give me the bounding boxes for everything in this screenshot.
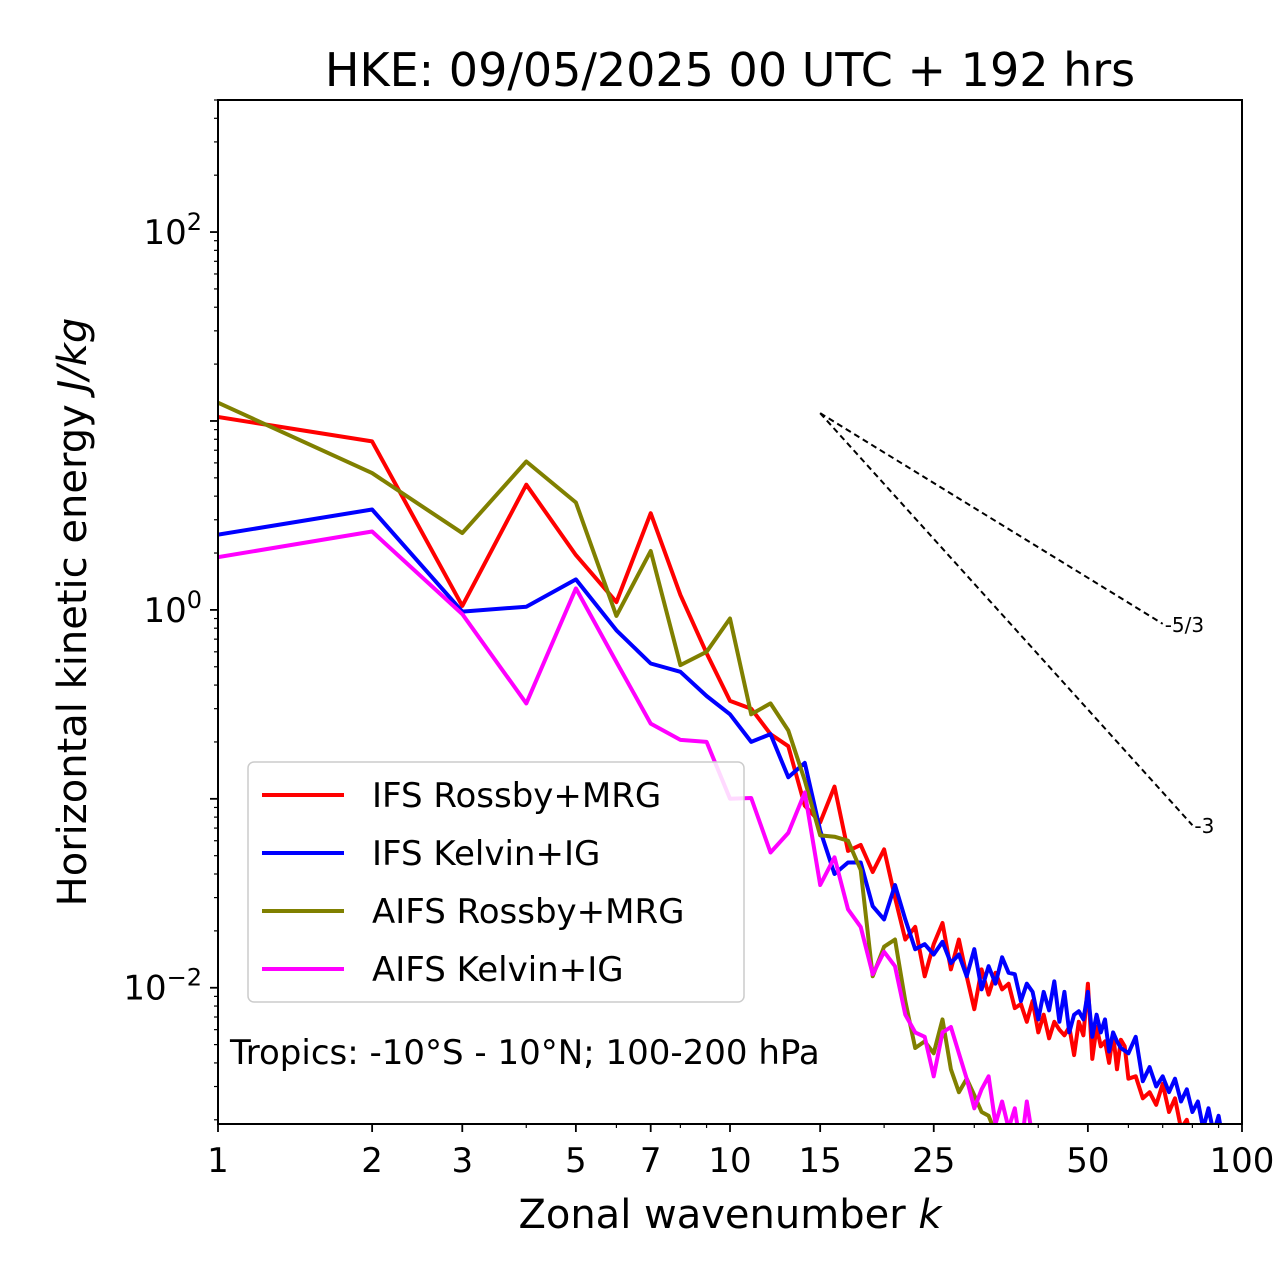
y-axis-label-unit: J/kg <box>50 318 96 399</box>
legend-box <box>247 761 745 1003</box>
legend: IFS Rossby+MRG IFS Kelvin+IG AIFS Rossby+M… <box>247 761 745 1003</box>
series-line-ifs-kelvin-ig <box>218 507 1223 1124</box>
legend-entries: IFS Rossby+MRG IFS Kelvin+IG AIFS Rossby+M… <box>262 776 684 990</box>
reference-slopes <box>819 412 1194 826</box>
x-tick-label: 5 <box>565 1141 587 1181</box>
series-line-aifs-rossby-mrg <box>218 400 995 1124</box>
x-axis-label: Zonal wavenumber k <box>518 1192 943 1238</box>
x-axis-label-text: Zonal wavenumber <box>518 1192 918 1238</box>
x-tick-label: 7 <box>640 1141 662 1181</box>
x-axis-label-variable: k <box>918 1192 943 1238</box>
x-tick-label: 2 <box>361 1141 383 1181</box>
y-tick-label: 100 <box>143 586 202 631</box>
reference-label-3: -3 <box>1194 814 1214 838</box>
reference-label-5-3: -5/3 <box>1165 613 1204 637</box>
series-lines <box>218 400 1223 1124</box>
chart-title: HKE: 09/05/2025 00 UTC + 192 hrs <box>325 43 1135 97</box>
reference-slope-labels: -5/3 -3 <box>1165 613 1215 838</box>
legend-label-aifs-kelvin-ig: AIFS Kelvin+IG <box>372 950 624 990</box>
y-tick-label: 10−2 <box>123 964 202 1009</box>
legend-label-aifs-rossby-mrg: AIFS Rossby+MRG <box>372 892 684 932</box>
x-tick-label: 3 <box>451 1141 473 1181</box>
reference-line-3 <box>819 412 1194 826</box>
legend-label-ifs-rossby-mrg: IFS Rossby+MRG <box>372 776 661 816</box>
x-tick-label: 15 <box>799 1141 842 1181</box>
x-tick-label: 25 <box>912 1141 955 1181</box>
x-axis-ticks: 1 2 3 5 7 10 15 25 50 100 <box>207 1124 1274 1181</box>
region-annotation: Tropics: -10°S - 10°N; 100-200 hPa <box>229 1033 820 1073</box>
x-tick-label: 1 <box>207 1141 229 1181</box>
x-tick-label: 10 <box>708 1141 751 1181</box>
x-tick-label: 100 <box>1210 1141 1275 1181</box>
x-tick-label: 50 <box>1066 1141 1109 1181</box>
reference-line-5-3 <box>819 412 1164 625</box>
y-axis-label-text: Horizontal kinetic energy <box>50 392 96 907</box>
y-tick-label: 102 <box>143 208 202 253</box>
y-axis-label: Horizontal kinetic energy J/kg <box>50 318 96 907</box>
legend-label-ifs-kelvin-ig: IFS Kelvin+IG <box>372 834 600 874</box>
y-axis-ticks: 102 100 10−2 <box>123 99 218 1121</box>
